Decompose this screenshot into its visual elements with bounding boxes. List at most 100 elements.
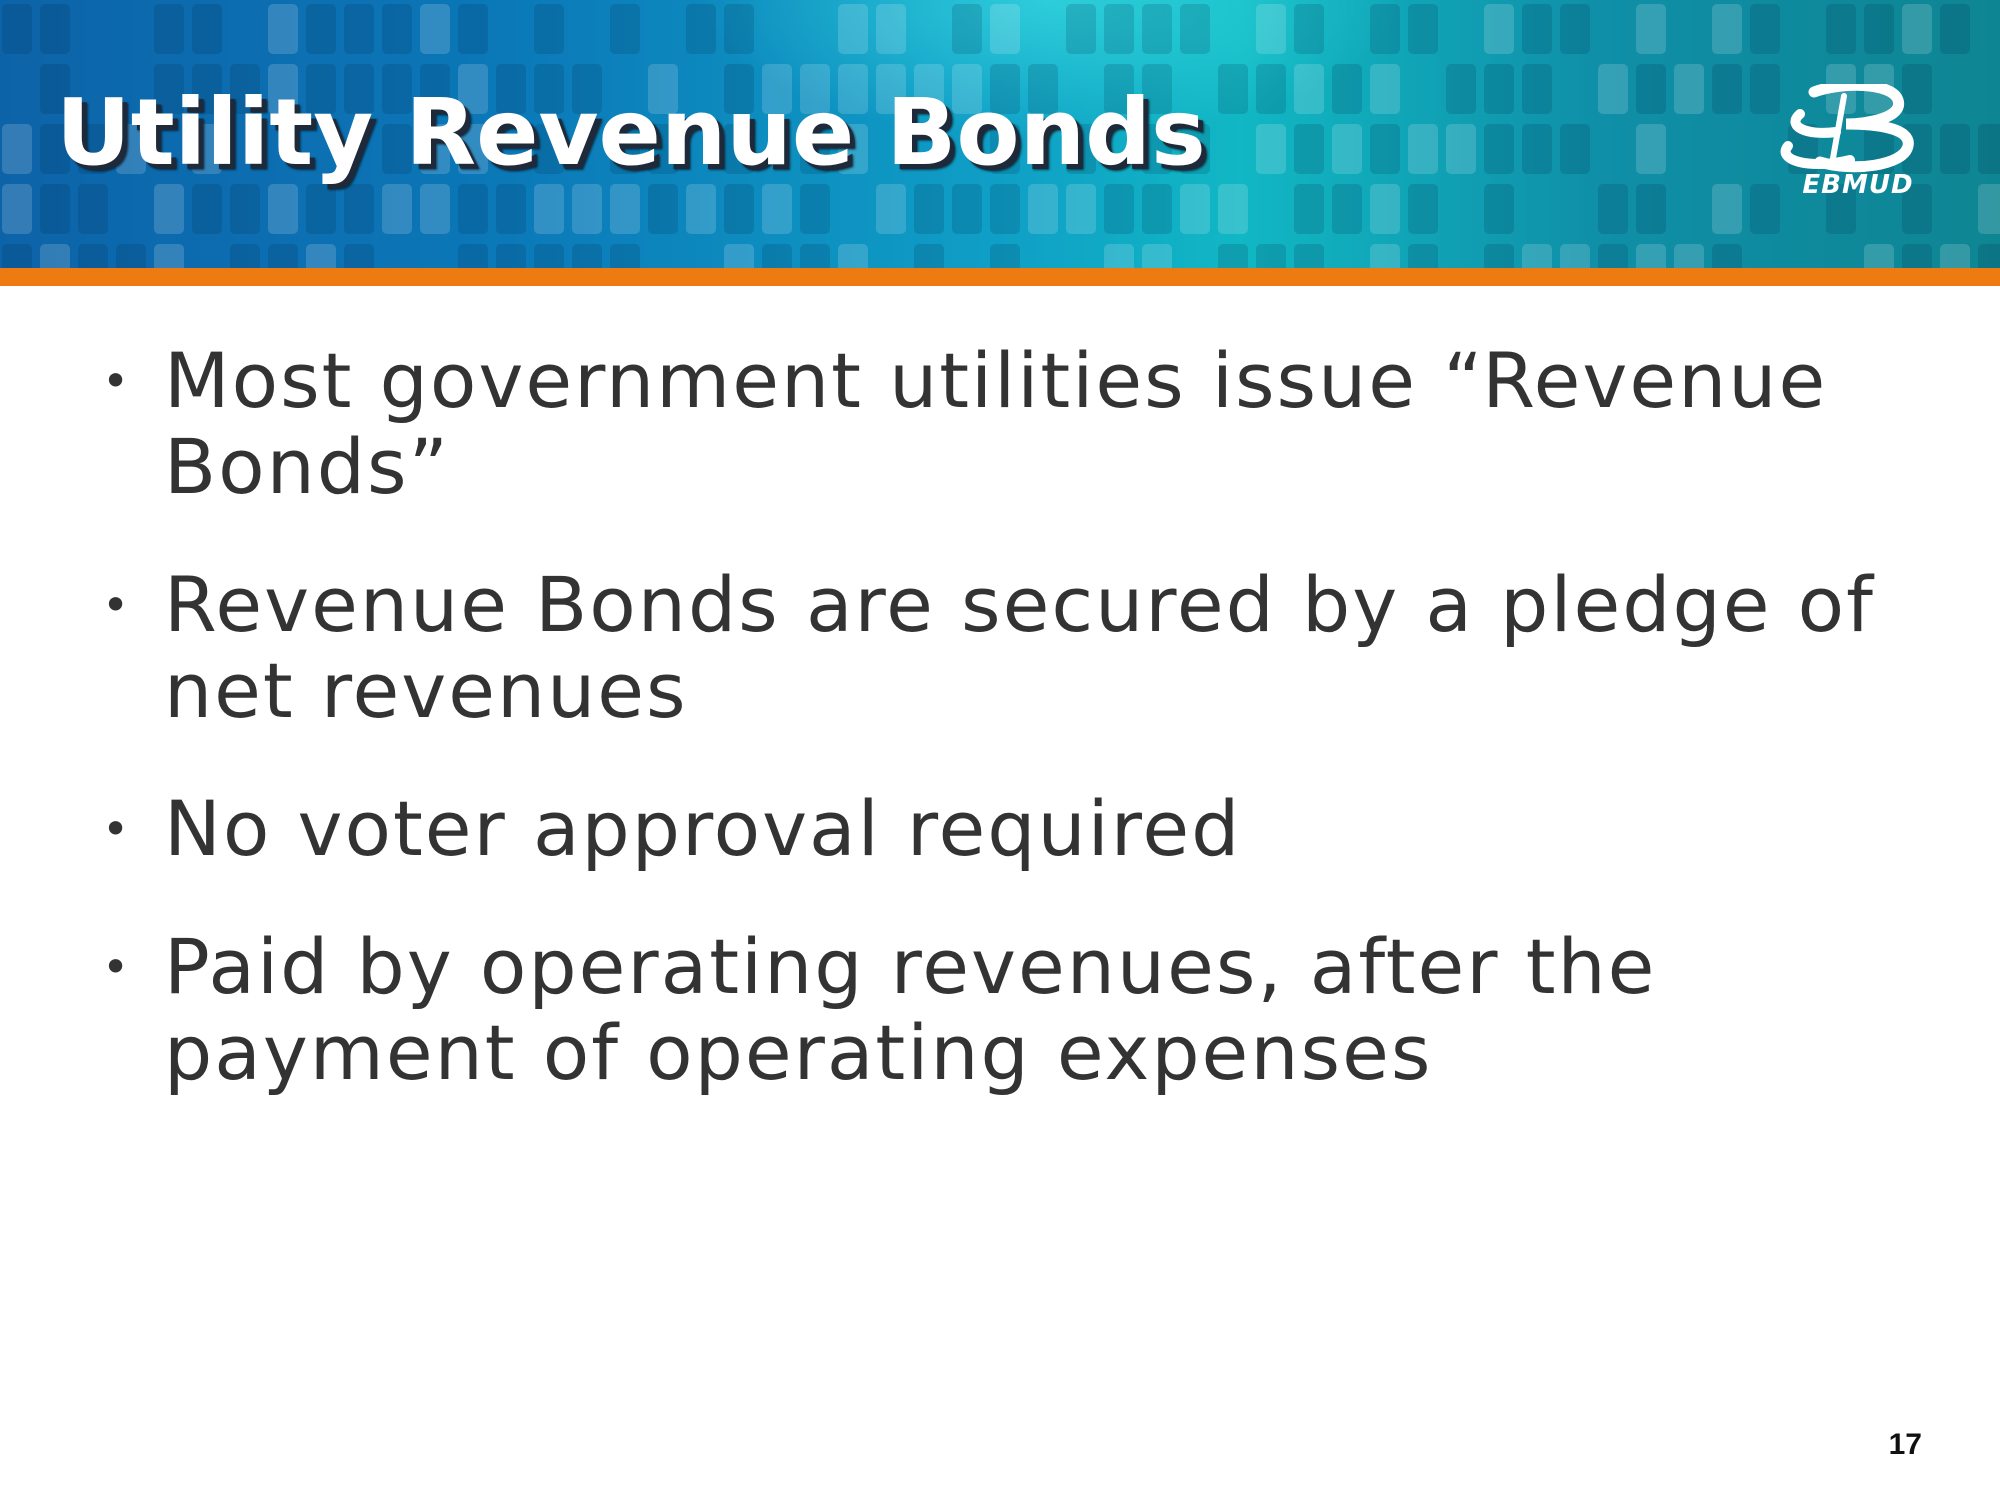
header-tile [40, 184, 70, 234]
logo-text: EBMUD [1802, 170, 1914, 200]
header-tile [1560, 124, 1590, 174]
header-tile [1940, 124, 1970, 174]
header-tile [1978, 244, 2000, 272]
header-tile [1978, 124, 2000, 174]
header-tile [1294, 64, 1324, 114]
bullet-icon: • [102, 354, 132, 408]
header-tile [1294, 4, 1324, 54]
header-tile [1294, 124, 1324, 174]
header-tile [1750, 64, 1780, 114]
header-tile [1940, 4, 1970, 54]
header-tile [344, 184, 374, 234]
header-tile [952, 184, 982, 234]
header-tile [1408, 184, 1438, 234]
header-tile [914, 64, 944, 114]
header-tile [1712, 4, 1742, 54]
header-tile [534, 4, 564, 54]
header-tile [2, 244, 32, 272]
header-tile [724, 184, 754, 234]
header-tile [1712, 64, 1742, 114]
header-tile [1902, 64, 1932, 114]
header-tile [876, 184, 906, 234]
header-tile [458, 64, 488, 114]
header-tile [914, 244, 944, 272]
bullet-text: Paid by operating revenues, after the pa… [164, 922, 1657, 1097]
header-tile [876, 64, 906, 114]
header-banner: Utility Revenue Bonds EBMUD [0, 0, 2000, 272]
header-tile [1636, 4, 1666, 54]
header-tile [1446, 64, 1476, 114]
header-tile [1294, 184, 1324, 234]
header-tile [724, 244, 754, 272]
header-tile [1142, 184, 1172, 234]
header-tile [762, 64, 792, 114]
header-tile [40, 244, 70, 272]
header-tile [458, 184, 488, 234]
header-tile [1522, 124, 1552, 174]
header-tile [382, 184, 412, 234]
header-tile [1218, 184, 1248, 234]
header-tile [1598, 184, 1628, 234]
header-tile [1408, 244, 1438, 272]
header-tile [1066, 4, 1096, 54]
header-tile [838, 64, 868, 114]
header-tile [344, 4, 374, 54]
header-tile [800, 184, 830, 234]
header-tile [78, 244, 108, 272]
header-tile [1294, 244, 1324, 272]
header-tile [990, 244, 1020, 272]
header-tile [458, 244, 488, 272]
header-tile [534, 244, 564, 272]
header-tile [1104, 64, 1134, 114]
header-tile [1978, 184, 2000, 234]
header-tile [1256, 4, 1286, 54]
header-tile [40, 4, 70, 54]
header-tile [496, 244, 526, 272]
header-tile [1750, 4, 1780, 54]
header-tile [192, 124, 222, 174]
header-tile [610, 124, 640, 174]
header-tile [762, 244, 792, 272]
header-tile [40, 124, 70, 174]
ebmud-logo-icon: EBMUD [1780, 79, 1936, 204]
header-tile [610, 244, 640, 272]
header-tile [1142, 4, 1172, 54]
bullet-text: Most government utilities issue “Revenue… [164, 336, 1828, 511]
header-tile [344, 244, 374, 272]
header-tile [1484, 124, 1514, 174]
header-tile [1218, 64, 1248, 114]
page-number: 17 [1888, 1428, 1922, 1461]
header-tile [1256, 64, 1286, 114]
header-tile [534, 64, 564, 114]
bullet-list: • Most government utilities issue “Reven… [98, 338, 1918, 1148]
header-tile [1826, 4, 1856, 54]
bullet-item: • Revenue Bonds are secured by a pledge … [98, 562, 1918, 734]
header-tile [724, 4, 754, 54]
header-tile [1180, 124, 1210, 174]
header-tile [1636, 184, 1666, 234]
header-tile [1142, 124, 1172, 174]
header-tile [496, 184, 526, 234]
header-tile [838, 244, 868, 272]
header-tile [306, 244, 336, 272]
header-tile [1370, 184, 1400, 234]
header-tile [1902, 184, 1932, 234]
header-tile [1066, 124, 1096, 174]
slide-title: Utility Revenue Bonds [56, 79, 1206, 186]
header-tile [2, 184, 32, 234]
header-tile [724, 64, 754, 114]
header-tile [1446, 124, 1476, 174]
header-tile [306, 184, 336, 234]
header-tile [1104, 244, 1134, 272]
bullet-icon: • [102, 802, 132, 856]
bullet-text: Revenue Bonds are secured by a pledge of… [164, 560, 1875, 735]
header-tile [838, 124, 868, 174]
header-tile [572, 244, 602, 272]
header-tile [1484, 184, 1514, 234]
header-tile [648, 124, 678, 174]
header-tile [1180, 184, 1210, 234]
header-tile [192, 184, 222, 234]
header-tile [268, 4, 298, 54]
header-tile [306, 4, 336, 54]
header-tile [344, 64, 374, 114]
